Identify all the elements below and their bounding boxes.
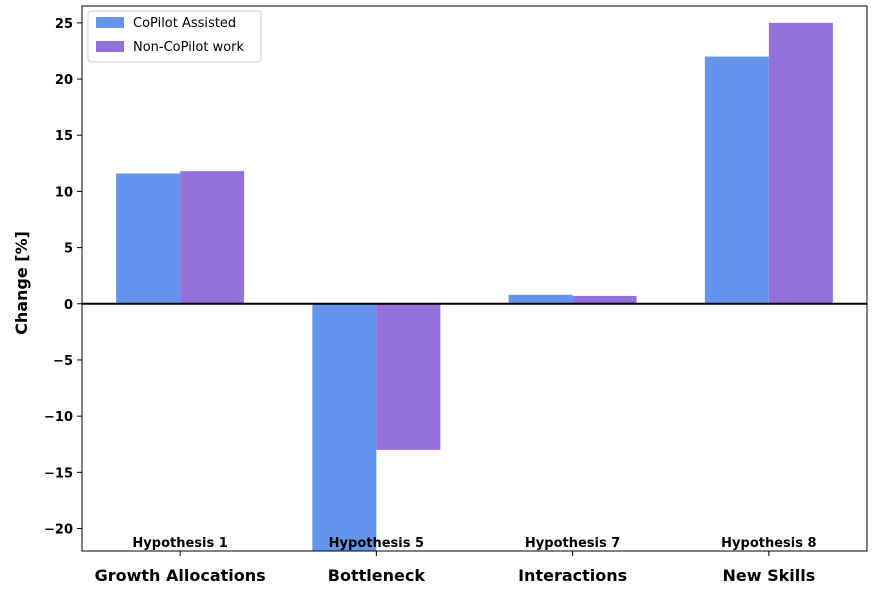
hypothesis-label: Hypothesis 1 bbox=[132, 536, 227, 551]
bar-copilot-assisted-0 bbox=[116, 173, 181, 304]
bar-copilot-assisted-3 bbox=[704, 56, 769, 304]
bar-copilot-assisted-1 bbox=[312, 303, 377, 551]
x-axis: Growth Allocations Bottleneck Interactions… bbox=[95, 551, 816, 585]
y-tick-label: 10 bbox=[55, 185, 73, 200]
legend-label: CoPilot Assisted bbox=[133, 16, 236, 31]
y-tick-label: 5 bbox=[64, 242, 73, 257]
legend: CoPilot Assisted Non-CoPilot work bbox=[87, 10, 262, 63]
y-axis: 25 20 15 10 5 0 −5 −10 −15 −20 bbox=[44, 17, 82, 538]
legend-label: Non-CoPilot work bbox=[133, 40, 245, 55]
hypothesis-label: Hypothesis 7 bbox=[525, 536, 620, 551]
bars-group bbox=[116, 22, 833, 551]
y-tick-label: −10 bbox=[44, 410, 73, 425]
y-tick-label: −5 bbox=[53, 354, 73, 369]
hypothesis-labels: Hypothesis 1 Hypothesis 5 Hypothesis 7 Hypo… bbox=[132, 536, 816, 551]
plot-frame bbox=[81, 5, 868, 552]
y-tick-label: −20 bbox=[44, 523, 73, 538]
y-tick-label: 0 bbox=[64, 298, 73, 313]
bar-copilot-assisted-2 bbox=[508, 294, 573, 304]
hypothesis-label: Hypothesis 5 bbox=[329, 536, 424, 551]
y-tick-label: −15 bbox=[44, 466, 73, 481]
bar-non-copilot-work-0 bbox=[180, 171, 245, 304]
bar-non-copilot-work-1 bbox=[376, 303, 441, 450]
y-tick-label: 25 bbox=[55, 17, 73, 32]
x-tick-label: New Skills bbox=[723, 566, 816, 585]
y-tick-label: 20 bbox=[55, 73, 73, 88]
legend-swatch bbox=[96, 41, 124, 52]
hypothesis-label: Hypothesis 8 bbox=[721, 536, 816, 551]
legend-box bbox=[87, 10, 262, 63]
x-tick-label: Bottleneck bbox=[328, 566, 426, 585]
y-axis-label: Change [%] bbox=[12, 231, 31, 335]
x-tick-label: Growth Allocations bbox=[95, 566, 266, 585]
bar-non-copilot-work-3 bbox=[768, 22, 833, 304]
x-tick-label: Interactions bbox=[518, 566, 627, 585]
bar-non-copilot-work-2 bbox=[572, 295, 637, 304]
y-tick-label: 15 bbox=[55, 129, 73, 144]
legend-swatch bbox=[96, 17, 124, 28]
